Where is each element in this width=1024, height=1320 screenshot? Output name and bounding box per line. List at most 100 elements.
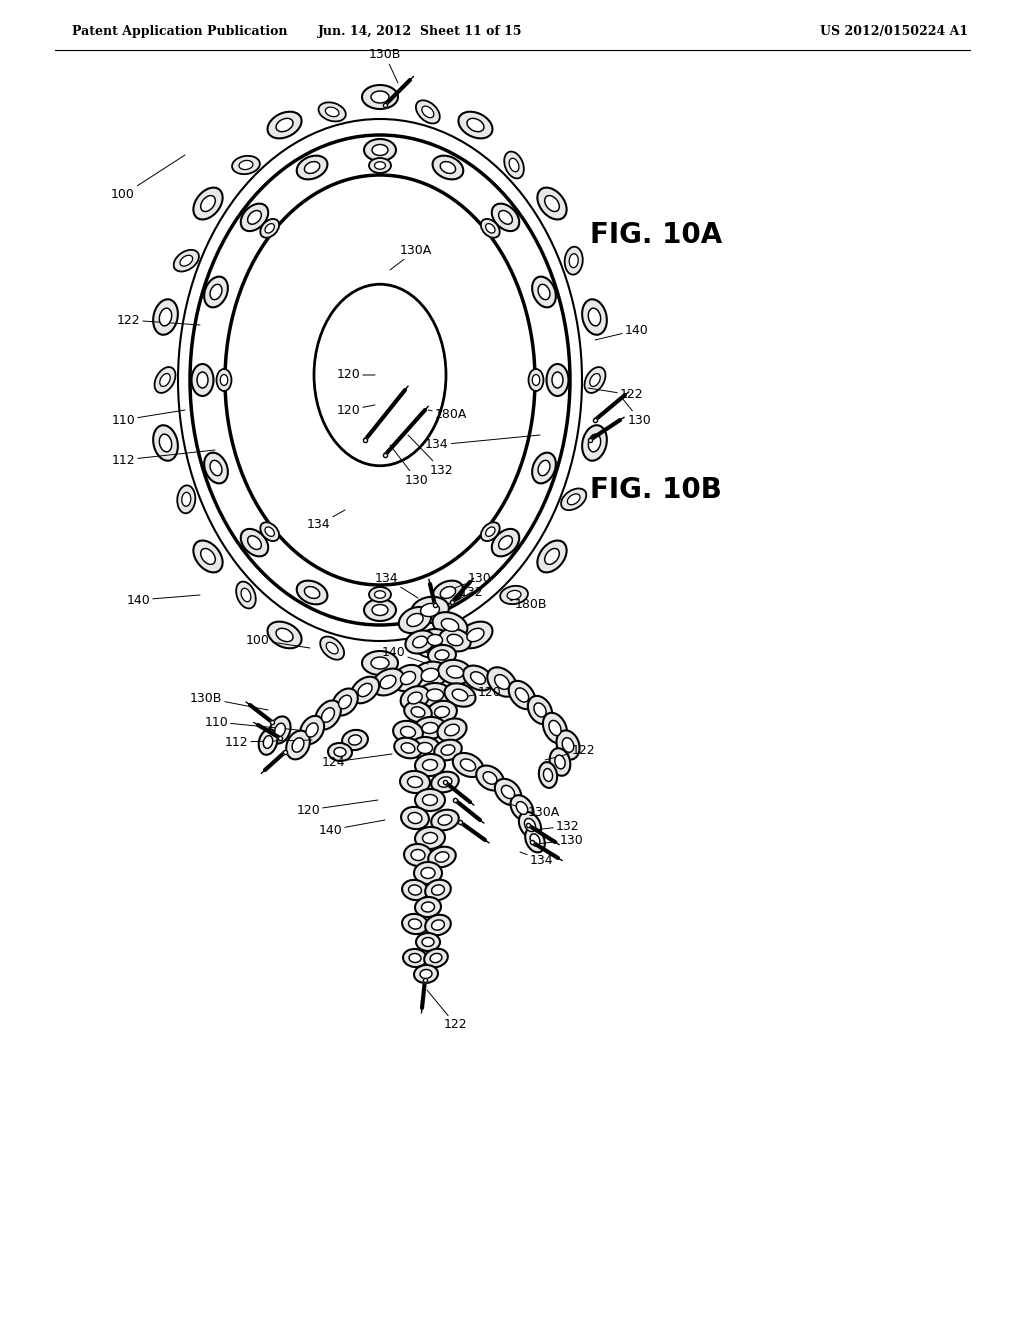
Ellipse shape xyxy=(375,162,385,169)
Ellipse shape xyxy=(154,300,178,335)
Text: 122: 122 xyxy=(588,388,644,401)
Ellipse shape xyxy=(342,730,368,750)
Ellipse shape xyxy=(248,536,261,549)
Ellipse shape xyxy=(467,628,484,642)
Ellipse shape xyxy=(375,591,385,598)
Ellipse shape xyxy=(248,210,261,224)
Ellipse shape xyxy=(562,738,573,752)
Ellipse shape xyxy=(427,689,443,701)
Ellipse shape xyxy=(453,689,468,701)
Ellipse shape xyxy=(265,223,274,234)
Ellipse shape xyxy=(476,766,504,791)
Ellipse shape xyxy=(418,682,452,708)
Ellipse shape xyxy=(406,631,434,653)
Ellipse shape xyxy=(509,681,536,709)
Ellipse shape xyxy=(463,665,493,690)
Text: 130: 130 xyxy=(622,399,651,426)
Ellipse shape xyxy=(438,777,452,787)
Ellipse shape xyxy=(201,195,215,211)
Ellipse shape xyxy=(327,643,338,653)
Ellipse shape xyxy=(204,453,228,483)
Ellipse shape xyxy=(444,725,460,735)
Ellipse shape xyxy=(485,527,495,536)
Ellipse shape xyxy=(409,919,422,929)
Ellipse shape xyxy=(413,636,427,648)
Ellipse shape xyxy=(194,187,222,219)
Ellipse shape xyxy=(532,375,540,385)
Ellipse shape xyxy=(351,677,379,704)
Ellipse shape xyxy=(292,738,304,752)
Ellipse shape xyxy=(418,742,432,754)
Ellipse shape xyxy=(408,812,422,824)
Text: 180A: 180A xyxy=(428,408,467,421)
Ellipse shape xyxy=(545,549,559,565)
Text: 100: 100 xyxy=(246,634,310,648)
Text: 130A: 130A xyxy=(390,243,432,271)
Ellipse shape xyxy=(538,540,566,573)
Ellipse shape xyxy=(432,156,463,180)
Text: 120: 120 xyxy=(336,368,375,381)
Text: 130: 130 xyxy=(536,833,584,846)
Ellipse shape xyxy=(564,247,583,275)
Text: Patent Application Publication: Patent Application Publication xyxy=(72,25,288,38)
Ellipse shape xyxy=(439,628,471,651)
Text: 110: 110 xyxy=(204,715,298,730)
Ellipse shape xyxy=(422,902,434,912)
Ellipse shape xyxy=(519,812,541,838)
Text: 130B: 130B xyxy=(189,692,268,710)
Ellipse shape xyxy=(232,156,260,174)
Ellipse shape xyxy=(416,933,440,950)
Ellipse shape xyxy=(438,814,452,825)
Text: 122: 122 xyxy=(427,990,468,1031)
Ellipse shape xyxy=(180,255,193,267)
Ellipse shape xyxy=(407,614,423,627)
Ellipse shape xyxy=(428,846,456,867)
Ellipse shape xyxy=(415,898,441,917)
Ellipse shape xyxy=(400,726,416,738)
Ellipse shape xyxy=(487,668,517,697)
Ellipse shape xyxy=(155,367,175,393)
Ellipse shape xyxy=(532,277,556,308)
Text: 140: 140 xyxy=(126,594,200,606)
Ellipse shape xyxy=(322,708,335,722)
Ellipse shape xyxy=(427,701,457,723)
Ellipse shape xyxy=(515,688,528,702)
Ellipse shape xyxy=(414,862,442,884)
Ellipse shape xyxy=(569,253,579,268)
Ellipse shape xyxy=(500,586,528,605)
Ellipse shape xyxy=(400,686,429,710)
Text: 100: 100 xyxy=(112,154,185,202)
Ellipse shape xyxy=(401,743,415,754)
Ellipse shape xyxy=(431,884,444,895)
Ellipse shape xyxy=(434,739,462,760)
Ellipse shape xyxy=(265,527,274,536)
Ellipse shape xyxy=(194,540,222,573)
Text: 112: 112 xyxy=(224,735,312,748)
Text: 140: 140 xyxy=(595,323,649,341)
Ellipse shape xyxy=(241,529,268,556)
Ellipse shape xyxy=(504,152,524,178)
Ellipse shape xyxy=(237,582,256,609)
Ellipse shape xyxy=(394,738,422,758)
Ellipse shape xyxy=(481,219,500,238)
Ellipse shape xyxy=(425,879,451,900)
Ellipse shape xyxy=(328,743,352,762)
Text: 132: 132 xyxy=(534,820,580,833)
Ellipse shape xyxy=(415,754,445,776)
Ellipse shape xyxy=(437,718,467,742)
Ellipse shape xyxy=(412,597,449,623)
Ellipse shape xyxy=(276,628,293,642)
Ellipse shape xyxy=(543,713,567,743)
Ellipse shape xyxy=(507,590,521,599)
Ellipse shape xyxy=(204,277,228,308)
Ellipse shape xyxy=(459,112,493,139)
Ellipse shape xyxy=(315,701,341,730)
Text: 120: 120 xyxy=(458,685,502,698)
Ellipse shape xyxy=(549,721,561,735)
Ellipse shape xyxy=(556,730,580,759)
Ellipse shape xyxy=(408,692,422,704)
Text: 122: 122 xyxy=(545,743,596,760)
Ellipse shape xyxy=(358,684,372,697)
Ellipse shape xyxy=(401,807,429,829)
Ellipse shape xyxy=(547,364,568,396)
